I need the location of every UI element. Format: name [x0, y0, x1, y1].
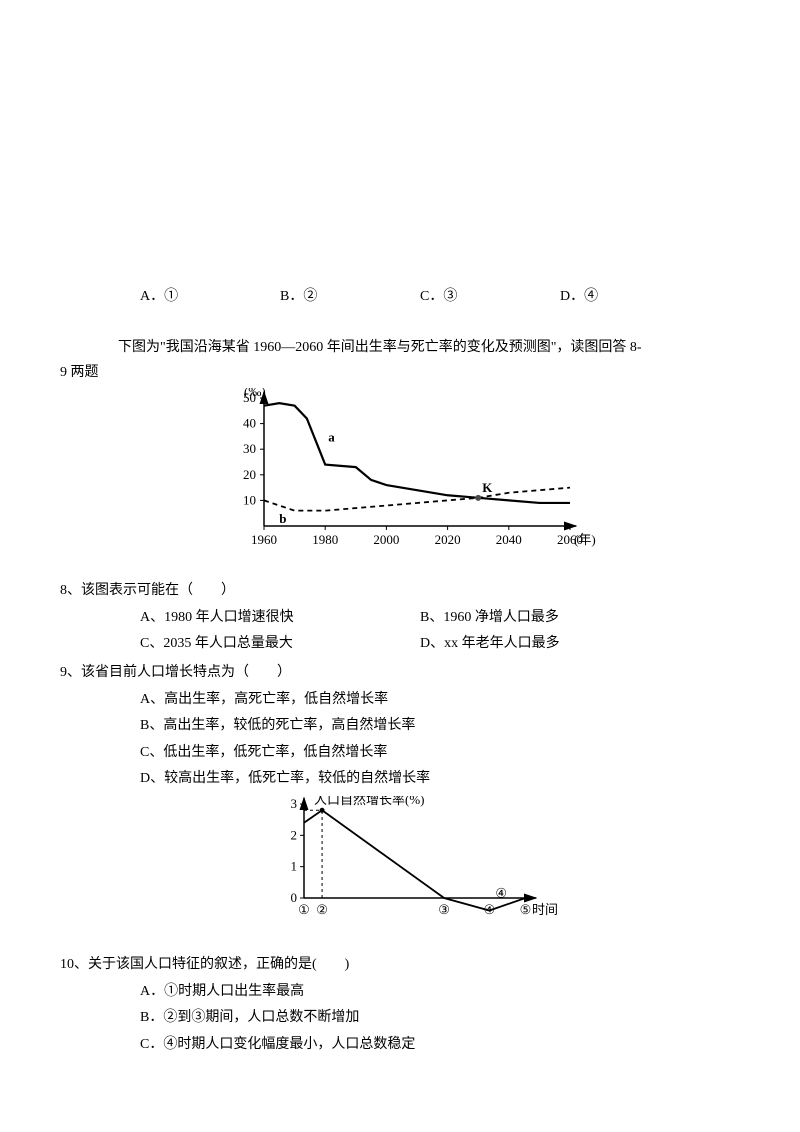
svg-text:2040: 2040: [496, 532, 522, 547]
chart-birth-death-rate: 1020304050(‰)196019802000202020402060(年)…: [200, 388, 600, 560]
exam-page: A．① B．② C．③ D．④ 下图为"我国沿海某省 1960—2060 年间出…: [0, 0, 800, 1132]
option-a: A．①: [140, 285, 280, 305]
question-9: 9、该省目前人口增长特点为（ ） A、高出生率，高死亡率，低自然增长率 B、高出…: [60, 660, 740, 793]
svg-text:④: ④: [495, 886, 507, 901]
option-d: D．④: [560, 285, 700, 305]
q8-option-d: D、xx 年老年人口最多: [420, 631, 560, 658]
svg-text:③: ③: [438, 902, 450, 917]
svg-text:1960: 1960: [251, 532, 277, 547]
q8-option-b: B、1960 净增人口最多: [420, 605, 559, 632]
passage-intro-cont: 9 两题: [60, 360, 700, 385]
q9-option-d: D、较高出生率，低死亡率，较低的自然增长率: [140, 766, 740, 793]
svg-text:2000: 2000: [373, 532, 399, 547]
q10-option-a: A．①时期人口出生率最高: [140, 979, 740, 1006]
svg-text:b: b: [279, 511, 286, 526]
q8-stem: 8、该图表示可能在（ ）: [60, 578, 740, 605]
svg-text:3: 3: [291, 796, 298, 811]
q10-stem: 10、关于该国人口特征的叙述，正确的是( ): [60, 952, 740, 979]
q10-option-b: B．②到③期间，人口总数不断增加: [140, 1005, 740, 1032]
svg-text:1: 1: [291, 859, 298, 874]
svg-text:人口自然增长率(%): 人口自然增长率(%): [314, 796, 425, 807]
question-10: 10、关于该国人口特征的叙述，正确的是( ) A．①时期人口出生率最高 B．②到…: [60, 952, 740, 1058]
svg-text:0: 0: [291, 890, 298, 905]
svg-text:2020: 2020: [435, 532, 461, 547]
svg-text:K: K: [482, 480, 493, 495]
q8-option-c: C、2035 年人口总量最大: [140, 631, 420, 658]
q10-option-c: C．④时期人口变化幅度最小，人口总数稳定: [140, 1032, 740, 1059]
svg-text:30: 30: [243, 441, 256, 456]
svg-text:10: 10: [243, 492, 256, 507]
q9-stem: 9、该省目前人口增长特点为（ ）: [60, 660, 740, 687]
options-row-q7: A．① B．② C．③ D．④: [140, 285, 700, 305]
svg-text:(‰): (‰): [244, 388, 266, 399]
svg-text:a: a: [328, 430, 335, 445]
q9-option-a: A、高出生率，高死亡率，低自然增长率: [140, 687, 740, 714]
q9-option-c: C、低出生率，低死亡率，低自然增长率: [140, 740, 740, 767]
svg-text:②: ②: [316, 902, 328, 917]
option-c: C．③: [420, 285, 560, 305]
svg-text:1980: 1980: [312, 532, 338, 547]
svg-text:2: 2: [291, 827, 298, 842]
q8-option-a: A、1980 年人口增速很快: [140, 605, 420, 632]
question-8: 8、该图表示可能在（ ） A、1980 年人口增速很快 B、1960 净增人口最…: [60, 578, 740, 658]
q9-option-b: B、高出生率，较低的死亡率，高自然增长率: [140, 713, 740, 740]
passage-intro: 下图为"我国沿海某省 1960—2060 年间出生率与死亡率的变化及预测图"，读…: [90, 335, 730, 360]
svg-text:①: ①: [298, 902, 310, 917]
svg-text:(年): (年): [574, 532, 596, 547]
option-b: B．②: [280, 285, 420, 305]
svg-text:20: 20: [243, 467, 256, 482]
chart-natural-growth: 0123人口自然增长率(%)①②③④⑤时间④: [260, 796, 560, 926]
svg-text:40: 40: [243, 416, 256, 431]
svg-text:时间: 时间: [532, 902, 558, 917]
svg-text:⑤: ⑤: [520, 902, 532, 917]
